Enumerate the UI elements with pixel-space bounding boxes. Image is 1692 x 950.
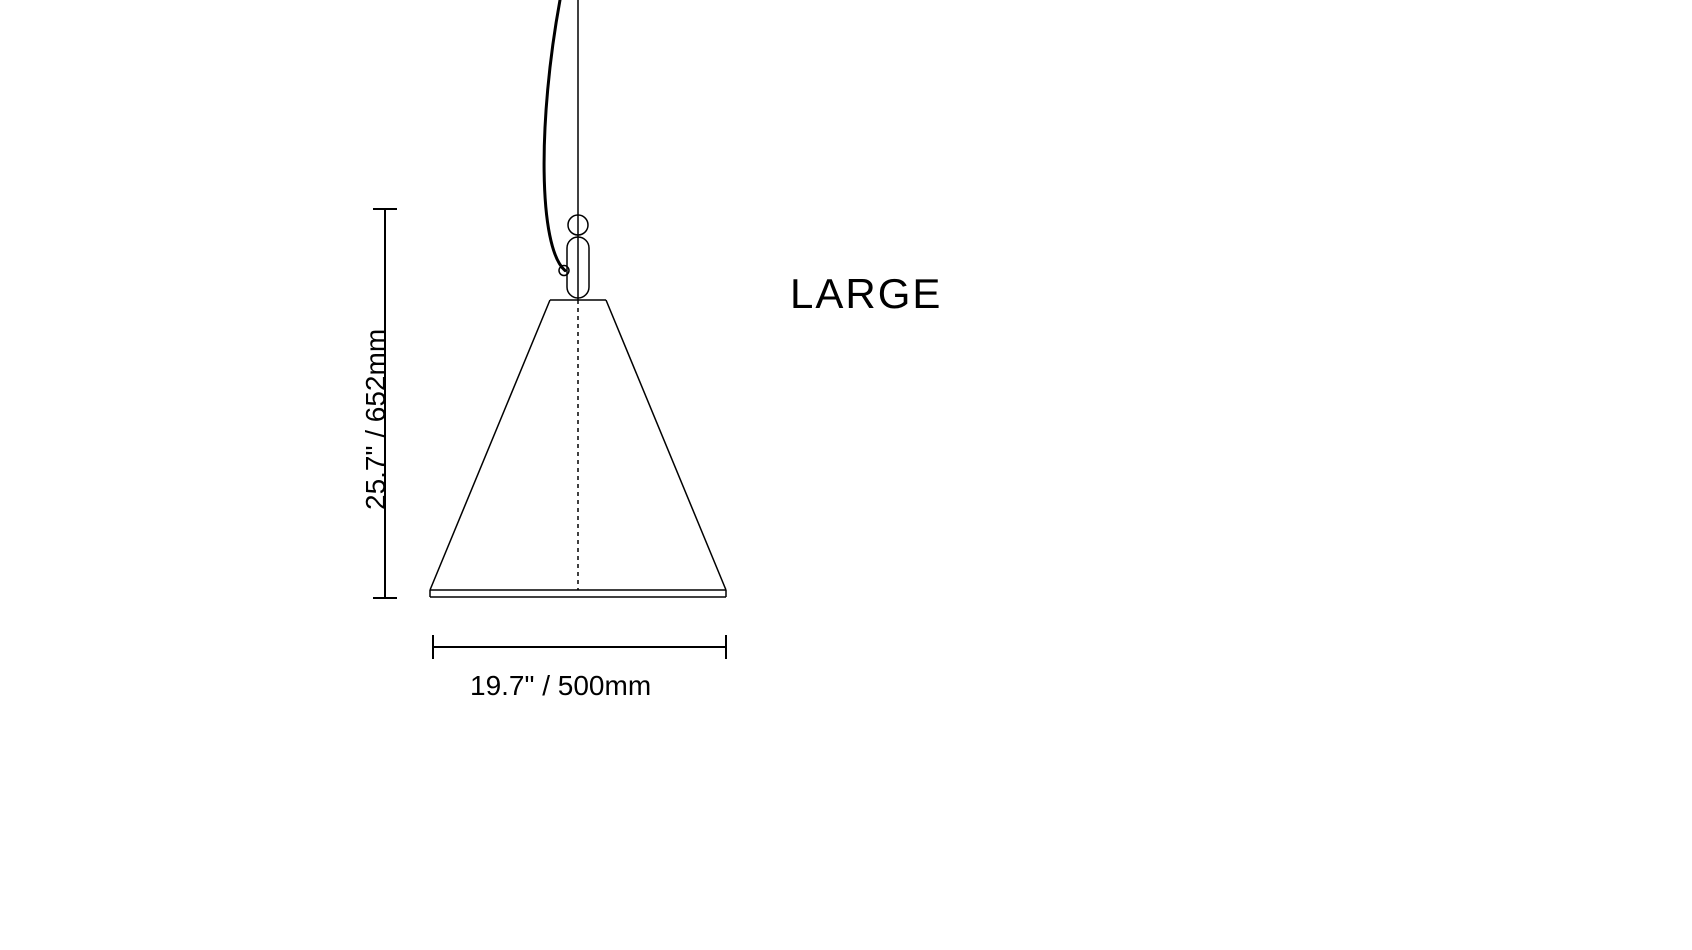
power-cable	[544, 0, 565, 271]
size-label: LARGE	[790, 270, 942, 318]
height-dimension-label: 25.7" / 652mm	[360, 329, 392, 510]
shade-right-edge	[606, 300, 726, 590]
width-dimension-label: 19.7" / 500mm	[470, 670, 651, 702]
shade-left-edge	[430, 300, 550, 590]
